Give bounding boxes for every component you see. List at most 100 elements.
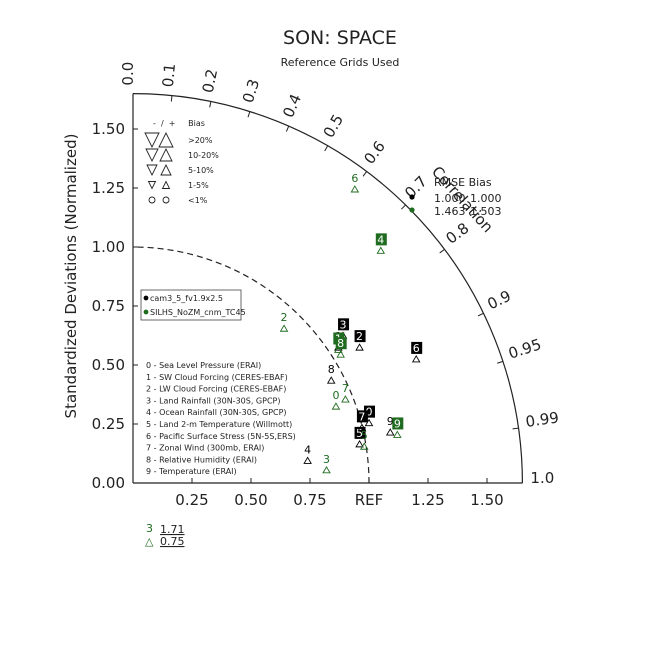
point-label: 6 bbox=[351, 172, 358, 185]
chart-subtitle: Reference Grids Used bbox=[281, 56, 400, 69]
variable-item: 8 - Relative Humidity (ERAI) bbox=[146, 455, 257, 464]
up-triangle-icon bbox=[160, 163, 172, 176]
variable-item: 4 - Ocean Rainfall (30N-30S, GPCP) bbox=[146, 408, 287, 417]
corr-tick-label: 0.9 bbox=[485, 287, 514, 314]
point-label: 9 bbox=[394, 417, 401, 430]
outer-arc bbox=[132, 93, 523, 484]
up-triangle-icon bbox=[158, 131, 174, 148]
data-point: 0 bbox=[331, 389, 341, 410]
variable-item: 7 - Zonal Wind (300mb, ERAI) bbox=[146, 444, 264, 453]
corr-tick-label: 0.7 bbox=[401, 172, 431, 202]
point-marker bbox=[322, 465, 331, 474]
point-label-box bbox=[392, 417, 404, 430]
circle-icon bbox=[162, 196, 170, 204]
case-name-1: cam3_5_fv1.9x2.5 bbox=[150, 294, 223, 303]
variable-item: 9 - Temperature (ERAI) bbox=[146, 467, 237, 476]
corr-tick-label: 0.99 bbox=[524, 408, 560, 431]
point-label: 8 bbox=[328, 363, 335, 376]
footnote-value-1: 1.71 bbox=[160, 523, 185, 536]
corr-tick-label: 0.95 bbox=[506, 335, 543, 363]
bias-value-2: 1.503 bbox=[470, 205, 502, 218]
data-point: 0 bbox=[364, 405, 375, 427]
variable-item: 3 - Land Rainfall (30N-30S, GPCP) bbox=[146, 396, 280, 405]
corr-tick-mark bbox=[401, 204, 406, 210]
point-marker bbox=[385, 428, 395, 436]
data-point: 8 bbox=[335, 337, 347, 358]
rmse-marker-2 bbox=[409, 207, 415, 213]
point-marker bbox=[279, 324, 289, 332]
point-marker bbox=[341, 395, 350, 403]
data-point: 7 bbox=[356, 410, 368, 431]
corr-tick-mark bbox=[209, 101, 212, 108]
point-label: 9 bbox=[387, 415, 394, 428]
corr-tick-label: 0.3 bbox=[239, 77, 263, 105]
data-point: 2 bbox=[354, 330, 366, 351]
case-name-2: SILHS_NoZM_cnm_TC45 bbox=[150, 308, 246, 317]
point-label: 7 bbox=[358, 410, 365, 423]
data-point: 9 bbox=[385, 415, 395, 436]
corr-tick-label: 0.1 bbox=[159, 62, 179, 88]
data-points: 01234567890123456789 bbox=[279, 172, 423, 474]
data-point: 5 bbox=[359, 429, 369, 450]
corr-tick-label: 0.8 bbox=[443, 219, 473, 248]
rmse-box: RMSE Bias 1.000 1.000 1.463 1.503 bbox=[434, 176, 502, 218]
data-point: 5 bbox=[354, 426, 366, 448]
bias-legend-label: 10-20% bbox=[188, 151, 219, 160]
point-label: 0 bbox=[332, 389, 339, 402]
point-marker bbox=[350, 185, 360, 193]
y-tick-label: 1.50 bbox=[92, 120, 125, 138]
data-point: 8 bbox=[326, 363, 336, 384]
rmse-value-1: 1.000 bbox=[434, 192, 466, 205]
point-marker bbox=[336, 350, 345, 358]
point-label: 2 bbox=[281, 311, 288, 324]
point-marker bbox=[393, 430, 402, 438]
variable-item: 1 - SW Cloud Forcing (CERES-EBAF) bbox=[146, 373, 288, 382]
variable-item: 5 - Land 2-m Temperature (Willmott) bbox=[146, 420, 292, 429]
point-label-box bbox=[354, 426, 366, 439]
y-tick-label: 0.25 bbox=[92, 415, 125, 433]
point-marker bbox=[357, 423, 367, 431]
corr-tick-label: 0.0 bbox=[119, 62, 137, 86]
corr-tick-label: 0.2 bbox=[199, 67, 221, 94]
rmse-header: RMSE Bias bbox=[434, 176, 492, 189]
bias-legend-header: - / + Bias bbox=[153, 119, 205, 128]
std-tick-labels: 0.00 0.25 0.50 0.75 1.00 1.25 1.50 bbox=[92, 120, 138, 492]
bias-legend-label: >20% bbox=[188, 136, 213, 145]
corr-tick-mark bbox=[170, 95, 173, 102]
rmse-marker-1 bbox=[409, 194, 415, 200]
point-marker bbox=[411, 355, 421, 363]
down-triangle-icon bbox=[147, 181, 157, 190]
point-marker bbox=[326, 376, 336, 384]
point-label: 3 bbox=[340, 318, 347, 331]
variable-list: 0 - Sea Level Pressure (ERAI) 1 - SW Clou… bbox=[146, 361, 296, 476]
point-marker bbox=[334, 345, 343, 353]
corr-tick-label: 0.4 bbox=[279, 91, 305, 120]
y-tick-label: 0.00 bbox=[92, 474, 125, 492]
up-triangle-icon bbox=[159, 147, 173, 162]
y-tick-label: 1.25 bbox=[92, 179, 125, 197]
data-point: 6 bbox=[411, 341, 423, 363]
point-marker bbox=[303, 456, 312, 464]
corr-tick-mark bbox=[512, 427, 519, 430]
bias-legend: - / + Bias >20% 10-20% 5-10% 1-5% <1% bbox=[144, 119, 219, 205]
circle-icon bbox=[148, 196, 156, 204]
corr-tick-label: 0.5 bbox=[320, 111, 348, 141]
x-tick-label: 0.25 bbox=[175, 491, 208, 509]
point-marker bbox=[355, 439, 364, 448]
x-tick-labels: 0.25 0.50 0.75 1.25 1.50 bbox=[175, 478, 504, 509]
data-point: 4 bbox=[375, 233, 387, 254]
variable-item: 2 - LW Cloud Forcing (CERES-EBAF) bbox=[146, 385, 286, 394]
point-marker bbox=[355, 343, 364, 351]
point-label-box bbox=[375, 233, 387, 246]
point-label-box bbox=[364, 405, 375, 418]
case-marker-2 bbox=[143, 309, 149, 315]
variable-item: 6 - Pacific Surface Stress (5N-5S,ERS) bbox=[146, 432, 296, 441]
point-label: 5 bbox=[361, 429, 368, 442]
y-tick-label: 1.00 bbox=[92, 238, 125, 256]
point-label-box bbox=[411, 341, 423, 354]
point-label-box bbox=[354, 330, 366, 343]
y-tick-label: 0.75 bbox=[92, 297, 125, 315]
corr-tick-mark bbox=[497, 360, 504, 364]
chart-title: SON: SPACE bbox=[283, 27, 397, 49]
